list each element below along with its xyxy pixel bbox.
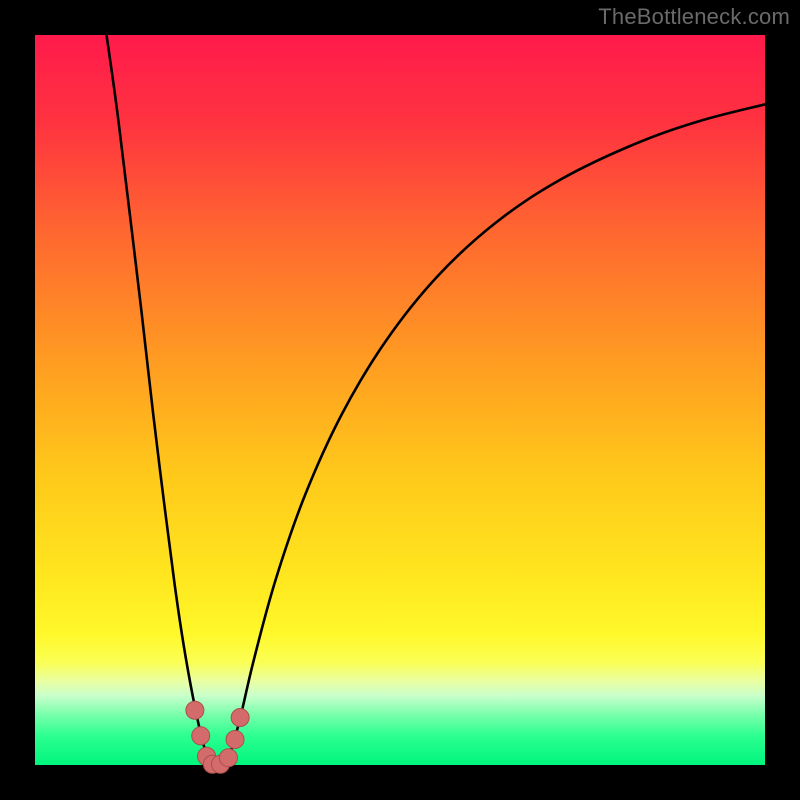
bottleneck-chart xyxy=(0,0,800,800)
marker-dot xyxy=(226,730,244,748)
marker-dot xyxy=(219,749,237,767)
watermark-text: TheBottleneck.com xyxy=(598,4,790,30)
chart-stage: TheBottleneck.com xyxy=(0,0,800,800)
marker-dot xyxy=(231,709,249,727)
marker-dot xyxy=(192,727,210,745)
plot-background xyxy=(35,35,765,765)
marker-dot xyxy=(186,701,204,719)
